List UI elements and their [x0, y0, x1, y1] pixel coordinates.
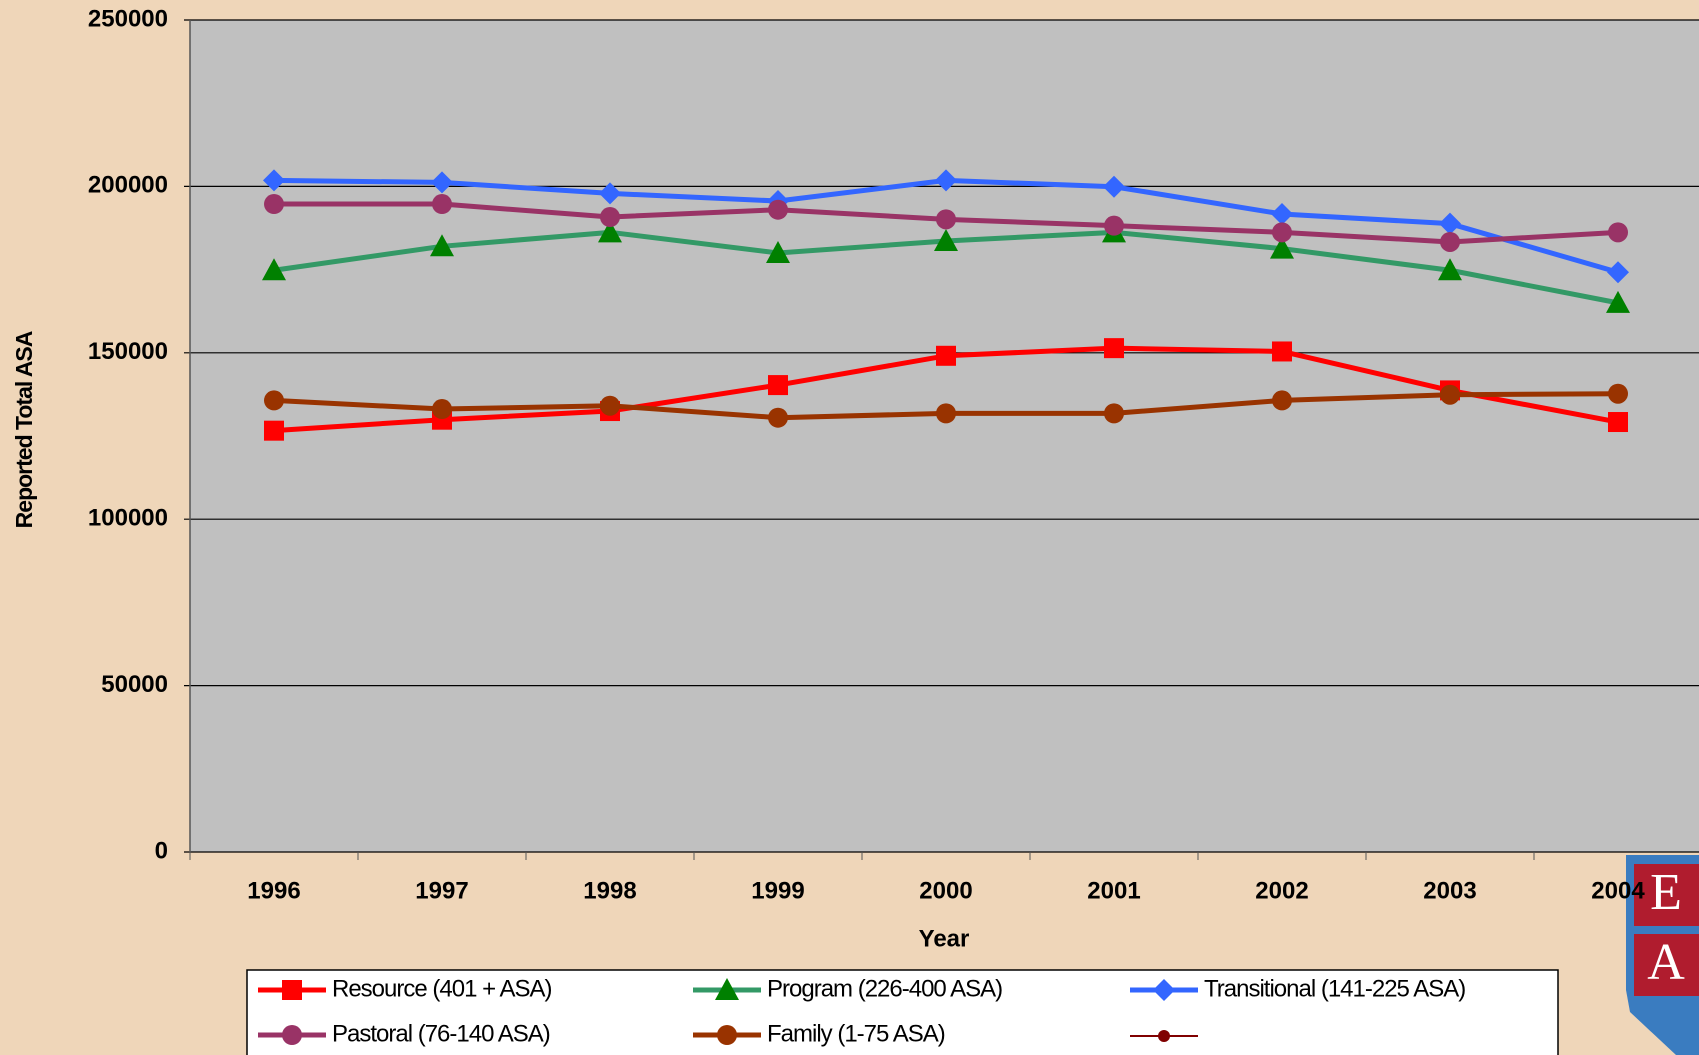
legend-label: Resource (401 + ASA) [332, 975, 551, 1002]
data-point [936, 403, 956, 424]
data-point [768, 375, 788, 396]
legend-label: Family (1-75 ASA) [767, 1020, 945, 1047]
logo-letter: E [1650, 864, 1682, 921]
legend-marker [1153, 979, 1175, 1001]
data-point [600, 207, 620, 228]
data-point [264, 390, 284, 411]
x-tick-label: 1996 [247, 877, 300, 904]
x-tick-label: 2004 [1591, 877, 1645, 904]
data-point [264, 420, 284, 441]
legend [246, 969, 1559, 1055]
x-tick-label: 2000 [919, 877, 972, 904]
y-tick-label: 150000 [88, 338, 168, 365]
logo-letter: A [1647, 934, 1685, 991]
legend-label: Pastoral (76-140 ASA) [332, 1020, 550, 1047]
y-tick-label: 250000 [88, 5, 168, 32]
x-tick-label: 1999 [751, 877, 804, 904]
data-point [431, 171, 453, 194]
data-point [936, 345, 956, 366]
x-tick-label: 2002 [1255, 877, 1308, 904]
x-tick-label: 2003 [1423, 877, 1476, 904]
data-point [1608, 222, 1628, 243]
plot-area [190, 20, 1699, 852]
data-point [1439, 212, 1461, 235]
data-point [1104, 403, 1124, 424]
legend-marker [282, 1025, 302, 1045]
data-point [1608, 383, 1628, 404]
data-point [1272, 390, 1292, 411]
data-point [1606, 290, 1630, 313]
data-point [262, 258, 286, 281]
legend-label: Program (226-400 ASA) [767, 975, 1002, 1002]
data-point [934, 228, 958, 251]
legend-marker [715, 978, 739, 1000]
x-tick-label: 1998 [583, 877, 636, 904]
data-point [935, 169, 957, 192]
data-point [432, 194, 452, 215]
data-point [1272, 341, 1292, 362]
legend-label: Transitional (141-225 ASA) [1204, 975, 1465, 1002]
data-point [1271, 203, 1293, 226]
data-point [432, 399, 452, 420]
data-point [599, 182, 621, 205]
x-axis-title: Year [919, 925, 970, 952]
data-point [263, 169, 285, 192]
data-point [1608, 412, 1628, 433]
legend-extra [1130, 1030, 1198, 1042]
y-tick-label: 200000 [88, 172, 168, 199]
data-point [1103, 175, 1125, 198]
data-point [430, 234, 454, 257]
data-point [936, 209, 956, 230]
data-point [600, 395, 620, 416]
data-point [1440, 384, 1460, 405]
x-tick-label: 1997 [415, 877, 468, 904]
data-point [1440, 231, 1460, 252]
x-tick-label: 2001 [1087, 877, 1140, 904]
data-point [1438, 258, 1462, 281]
y-tick-label: 100000 [88, 505, 168, 532]
data-point [598, 220, 622, 243]
y-tick-label: 50000 [101, 671, 168, 698]
data-point [1104, 338, 1124, 359]
data-point [264, 194, 284, 215]
data-point [1270, 236, 1294, 259]
data-point [768, 407, 788, 428]
data-point [1607, 261, 1629, 284]
data-point [768, 199, 788, 220]
legend-marker [282, 980, 302, 1000]
legend-marker [717, 1025, 737, 1045]
logo: E A [1626, 855, 1699, 1055]
data-point [766, 240, 790, 263]
data-point [1272, 222, 1292, 243]
y-tick-label: 0 [155, 837, 168, 864]
data-point [1104, 215, 1124, 236]
y-axis-title: Reported Total ASA [11, 331, 37, 528]
